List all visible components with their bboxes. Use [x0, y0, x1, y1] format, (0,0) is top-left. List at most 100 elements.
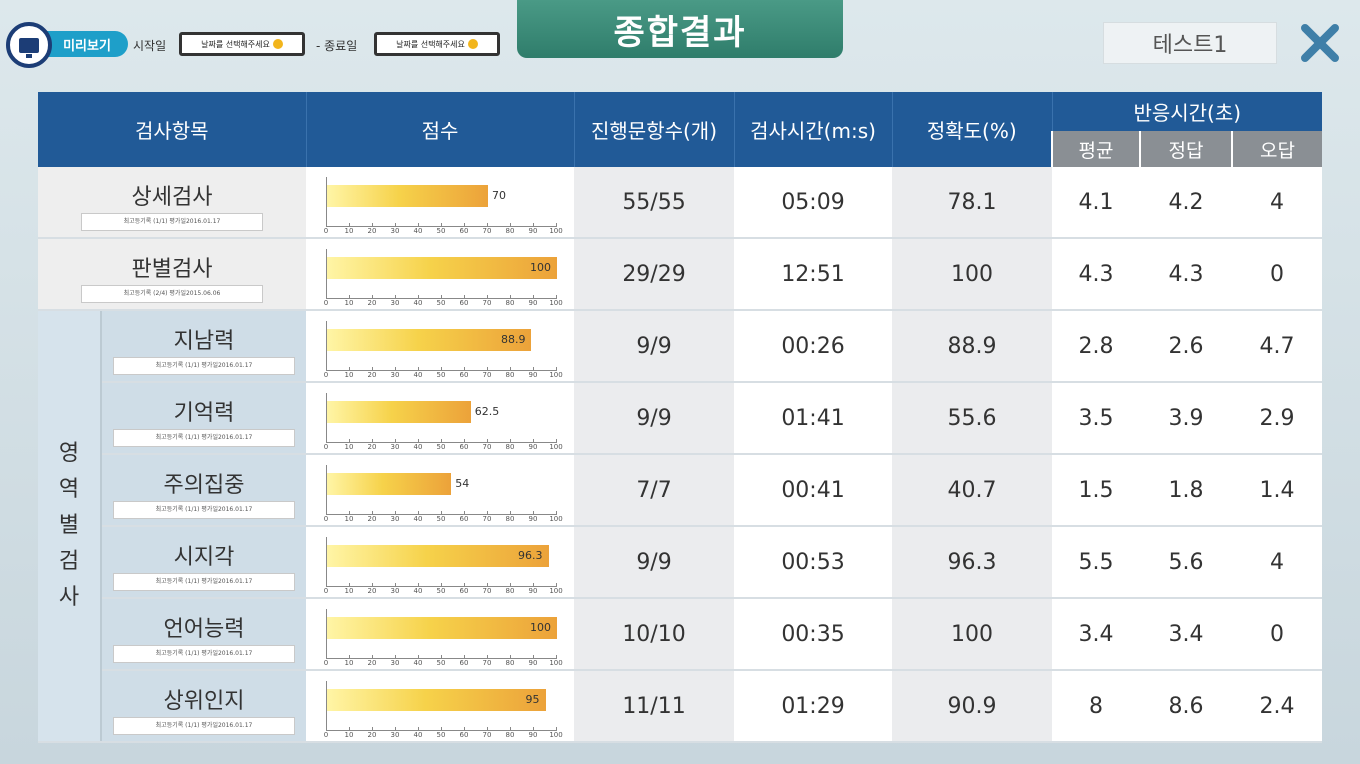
- axis-tick-label: 60: [459, 227, 469, 235]
- axis-tick-mark: [533, 439, 535, 443]
- axis-tick-mark: [487, 727, 489, 731]
- accuracy-cell: 100: [892, 238, 1053, 311]
- axis-tick-mark: [326, 511, 328, 515]
- axis-tick-label: 20: [367, 587, 377, 595]
- wrong-cell: 4.7: [1232, 310, 1323, 383]
- score-value: 95: [525, 693, 540, 706]
- test-name-box[interactable]: 테스트1: [1103, 22, 1277, 64]
- axis-tick-label: 20: [367, 515, 377, 523]
- axis-tick-label: 0: [323, 515, 329, 523]
- axis-tick-mark: [510, 367, 512, 371]
- score-value: 100: [530, 621, 552, 634]
- axis-tick-mark: [395, 367, 397, 371]
- correct-cell: 3.9: [1140, 382, 1233, 455]
- time-cell: 05:09: [734, 167, 893, 239]
- score-ticks: 0 10 20 30 40 50 60 70 80 90 100: [324, 223, 563, 235]
- avg-cell: 2.8: [1052, 310, 1141, 383]
- wrong-cell: 0: [1232, 598, 1323, 671]
- axis-tick-label: 30: [390, 731, 400, 739]
- time-cell: 00:26: [734, 310, 893, 383]
- axis-tick-mark: [441, 583, 443, 587]
- group-label-char: 역: [58, 477, 80, 502]
- item-name: 상위인지: [163, 689, 245, 714]
- axis-tick-label: 100: [549, 731, 563, 739]
- axis-tick-mark: [395, 655, 397, 659]
- axis-tick-mark: [510, 655, 512, 659]
- axis-tick-label: 30: [390, 659, 400, 667]
- axis-tick-mark: [441, 439, 443, 443]
- item-cell: 주의집중 최고등기록 (1/1) 평가일2016.01.17: [101, 454, 307, 527]
- axis-tick-mark: [326, 727, 328, 731]
- group-label-char: 별: [58, 513, 80, 538]
- axis-tick-mark: [441, 295, 443, 299]
- time-cell: 01:29: [734, 670, 893, 743]
- correct-cell: 1.8: [1140, 454, 1233, 527]
- axis-tick-mark: [349, 727, 351, 731]
- axis-tick-label: 0: [323, 587, 329, 595]
- time-cell: 00:53: [734, 526, 893, 599]
- preview-button[interactable]: 미리보기: [40, 31, 128, 57]
- axis-tick-mark: [326, 223, 328, 227]
- axis-tick-mark: [349, 583, 351, 587]
- end-date-label: - 종료일: [316, 39, 358, 53]
- axis-tick-label: 80: [505, 659, 515, 667]
- correct-cell: 8.6: [1140, 670, 1233, 743]
- score-value: 70: [492, 189, 507, 202]
- score-cell: 54 0 10 20 30 40 50 60 70 80 90 100: [306, 454, 575, 527]
- axis-tick-mark: [326, 367, 328, 371]
- axis-tick-label: 10: [344, 515, 354, 523]
- axis-tick-mark: [487, 223, 489, 227]
- axis-tick-mark: [464, 727, 466, 731]
- header-wrong: 오답: [1231, 131, 1323, 167]
- item-record: 최고등기록 (1/1) 평가일2016.01.17: [113, 645, 295, 663]
- axis-tick-mark: [533, 367, 535, 371]
- wrong-cell: 4: [1232, 526, 1323, 599]
- axis-tick-mark: [441, 367, 443, 371]
- end-date-picker[interactable]: 날짜를 선택해주세요: [374, 32, 500, 56]
- axis-tick-mark: [349, 223, 351, 227]
- correct-cell: 3.4: [1140, 598, 1233, 671]
- axis-tick-label: 30: [390, 299, 400, 307]
- score-cell: 88.9 0 10 20 30 40 50 60 70 80 90 100: [306, 310, 575, 383]
- axis-tick-mark: [510, 295, 512, 299]
- axis-tick-mark: [464, 223, 466, 227]
- close-icon[interactable]: [1297, 20, 1343, 66]
- axis-tick-label: 70: [482, 659, 492, 667]
- axis-tick-label: 80: [505, 371, 515, 379]
- axis-tick-label: 10: [344, 371, 354, 379]
- start-date-placeholder: 날짜를 선택해주세요: [201, 39, 270, 49]
- axis-tick-label: 80: [505, 587, 515, 595]
- score-ticks: 0 10 20 30 40 50 60 70 80 90 100: [324, 439, 563, 451]
- accuracy-cell: 78.1: [892, 167, 1053, 239]
- axis-tick-mark: [533, 223, 535, 227]
- axis-tick-mark: [441, 727, 443, 731]
- monitor-icon[interactable]: [6, 22, 52, 68]
- page-title: 종합결과: [517, 0, 843, 58]
- axis-tick-mark: [418, 655, 420, 659]
- axis-tick-mark: [395, 511, 397, 515]
- axis-tick-mark: [372, 439, 374, 443]
- axis-tick-label: 90: [528, 227, 538, 235]
- axis-tick-label: 20: [367, 371, 377, 379]
- axis-tick-mark: [372, 295, 374, 299]
- axis-tick-mark: [510, 727, 512, 731]
- score-cell: 100 0 10 20 30 40 50 60 70 80 90 100: [306, 238, 575, 311]
- score-bar: [327, 689, 546, 711]
- item-name: 언어능력: [163, 617, 245, 642]
- axis-tick-mark: [441, 511, 443, 515]
- avg-cell: 3.5: [1052, 382, 1141, 455]
- start-date-picker[interactable]: 날짜를 선택해주세요: [179, 32, 305, 56]
- table-row: 영 역 별 검 사 지남력 최고등기록 (1/1) 평가일2016.01.17 88.9 0 10…: [38, 310, 1323, 743]
- preview-control[interactable]: 미리보기: [6, 22, 128, 68]
- wrong-cell: 2.4: [1232, 670, 1323, 743]
- axis-tick-label: 20: [367, 731, 377, 739]
- axis-tick-label: 30: [390, 227, 400, 235]
- axis-tick-label: 90: [528, 731, 538, 739]
- axis-tick-label: 50: [436, 731, 446, 739]
- item-record: 최고등기록 (1/1) 평가일2016.01.17: [113, 357, 295, 375]
- score-ticks: 0 10 20 30 40 50 60 70 80 90 100: [324, 727, 563, 739]
- header-reaction: 반응시간(초): [1052, 92, 1323, 131]
- progress-cell: 55/55: [574, 167, 735, 239]
- axis-tick-label: 50: [436, 227, 446, 235]
- score-bar: [327, 329, 532, 351]
